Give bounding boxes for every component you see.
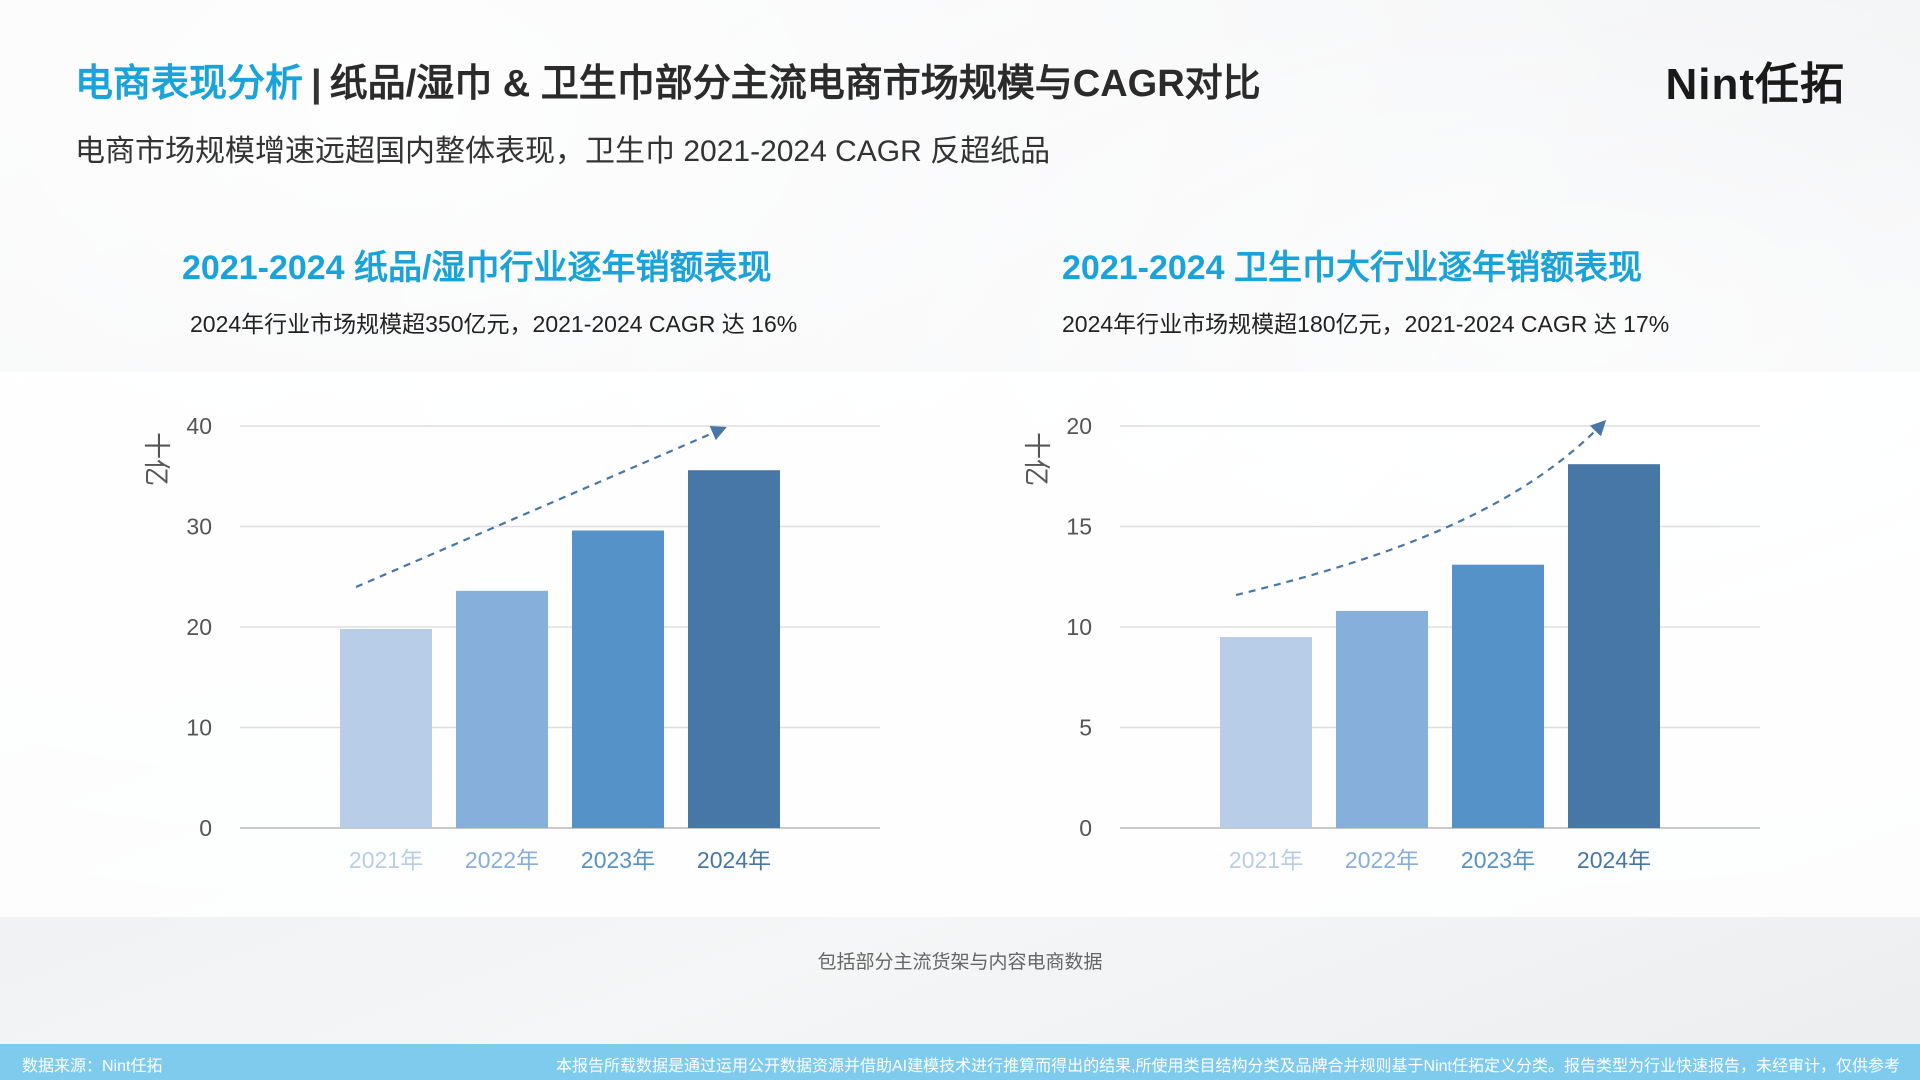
bar-2	[456, 590, 548, 828]
page-title-accent: 电商表现分析	[75, 63, 304, 105]
chart-2-subtitle: 2024年行业市场规模超180亿元，2021-2024 CAGR 达 17%	[1062, 311, 1670, 337]
y-tick-label: 0	[199, 815, 212, 841]
page-subtitle: 电商市场规模增速远超国内整体表现，卫生巾 2021-2024 CAGR 反超纸品	[75, 135, 1051, 168]
y-tick-label: 5	[1079, 715, 1092, 741]
x-tick-label: 2023年	[581, 847, 655, 873]
chart-1-subtitle: 2024年行业市场规模超350亿元，2021-2024 CAGR 达 16%	[190, 311, 798, 337]
page-title-main: 纸品/湿巾 & 卫生巾部分主流电商市场规模与CAGR对比	[329, 63, 1261, 105]
footer-disclaimer: 本报告所载数据是通过运用公开数据资源并借助AI建模技术进行推算而得出的结果,所使…	[555, 1058, 1900, 1075]
data-note: 包括部分主流货架与内容电商数据	[817, 952, 1103, 973]
x-tick-label: 2024年	[697, 847, 771, 873]
chart-2-title: 2021-2024 卫生巾大行业逐年销额表现	[1062, 249, 1643, 287]
x-tick-label: 2023年	[1461, 847, 1535, 873]
bar-3	[1452, 564, 1544, 828]
trend-arrow	[1235, 419, 1607, 597]
brand-logo: Nint任拓	[1665, 60, 1845, 109]
y-axis-label: 十亿	[141, 432, 171, 486]
chart-1: 0 10 20 30 40 十亿 2021年 2022年 2023年 2024年	[141, 413, 880, 873]
footer-bar: 数据来源：Nint任拓 本报告所载数据是通过运用公开数据资源并借助AI建模技术进…	[0, 1044, 1920, 1080]
y-tick-label: 10	[186, 715, 212, 741]
x-tick-label: 2021年	[349, 847, 423, 873]
footer-source: 数据来源：Nint任拓	[22, 1058, 163, 1075]
bar-3	[572, 530, 664, 828]
y-tick-label: 20	[1066, 413, 1092, 439]
y-tick-label: 0	[1079, 815, 1092, 841]
bar-1	[1220, 637, 1312, 828]
title-separator: |	[311, 63, 322, 105]
page-title: 电商表现分析 | 纸品/湿巾 & 卫生巾部分主流电商市场规模与CAGR对比	[75, 52, 1261, 107]
y-tick-label: 40	[186, 413, 212, 439]
bar-4	[688, 470, 780, 828]
chart-2: 0 5 10 15 20 十亿 2021年 2022年 2023年 2024年	[1021, 413, 1760, 873]
x-tick-label: 2024年	[1577, 847, 1651, 873]
y-tick-label: 10	[1066, 614, 1092, 640]
bar-2	[1336, 610, 1428, 828]
y-axis-label: 十亿	[1021, 432, 1051, 486]
y-tick-label: 20	[186, 614, 212, 640]
chart-1-title: 2021-2024 纸品/湿巾行业逐年销额表现	[182, 249, 772, 287]
bar-4	[1568, 464, 1660, 828]
y-tick-label: 15	[1066, 514, 1092, 540]
x-tick-label: 2022年	[1345, 847, 1419, 873]
x-tick-label: 2021年	[1229, 847, 1303, 873]
y-tick-label: 30	[186, 514, 212, 540]
trend-arrow	[355, 426, 727, 589]
x-tick-label: 2022年	[465, 847, 539, 873]
bar-1	[340, 629, 432, 828]
